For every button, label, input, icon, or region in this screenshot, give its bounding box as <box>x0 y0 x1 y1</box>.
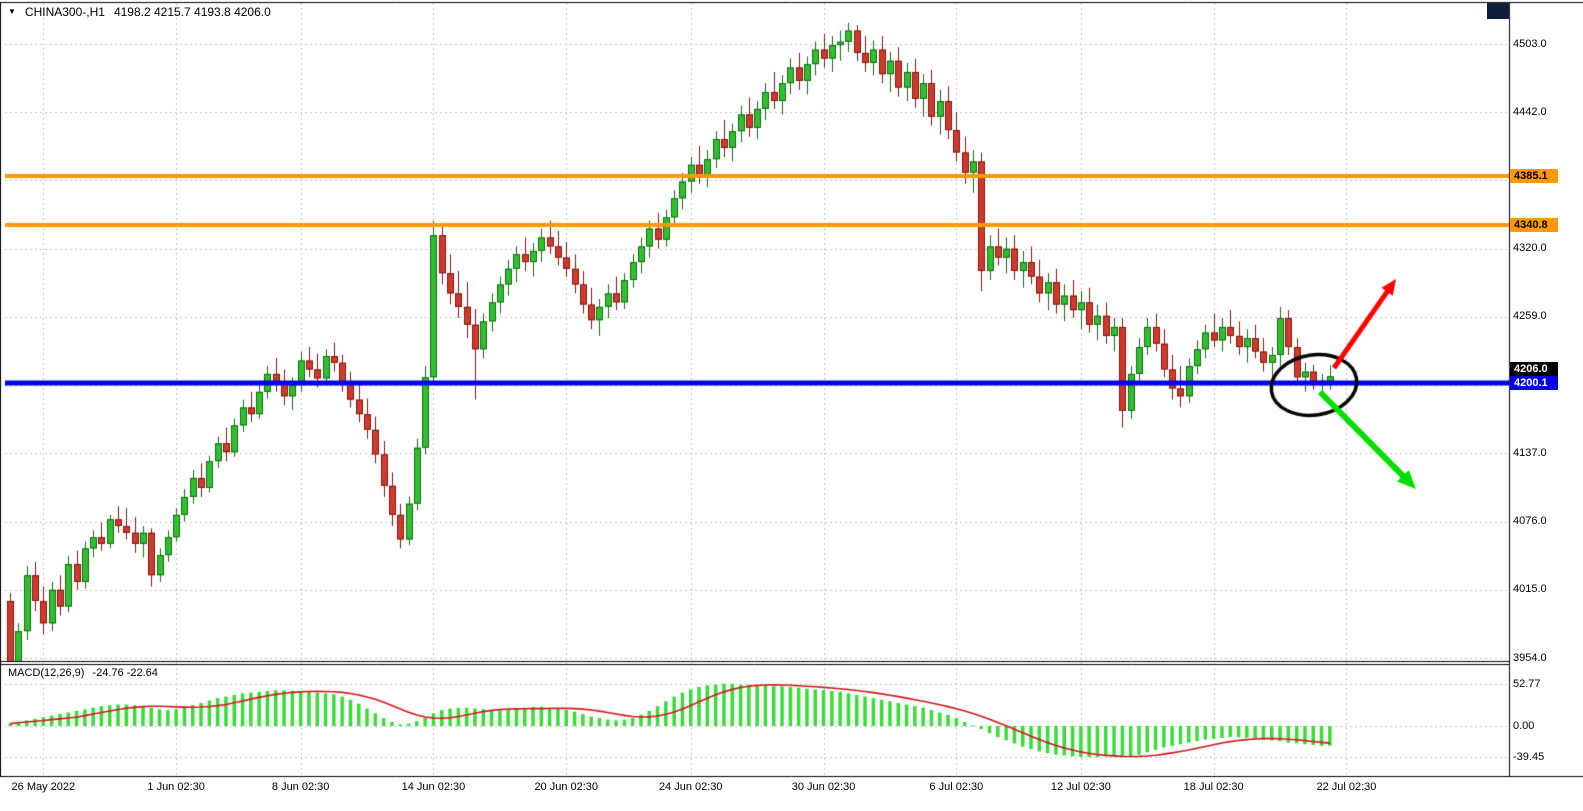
hline-price-label[interactable]: 4385.1 <box>1510 168 1558 183</box>
time-axis-label: 1 Jun 02:30 <box>147 781 205 793</box>
price-tick-label: 4015.0 <box>1513 583 1547 596</box>
time-axis-label: 30 Jun 02:30 <box>791 781 856 793</box>
macd-axis-label: 52.77 <box>1513 677 1541 690</box>
time-axis-label: 26 May 2022 <box>11 781 76 793</box>
macd-indicator-title: MACD(12,26,9) -24.76 -22.64 <box>8 667 158 679</box>
time-axis-label: 8 Jun 02:30 <box>271 781 330 793</box>
time-axis-label: 20 Jun 02:30 <box>534 781 599 793</box>
macd-name-label: MACD(12,26,9) <box>8 667 85 679</box>
time-axis-label: 14 Jun 02:30 <box>401 781 466 793</box>
price-tick-label: 4259.0 <box>1513 310 1547 323</box>
price-tick-label: 4320.0 <box>1513 242 1547 255</box>
chart-title-bar: ▼ CHINA300-,H1 4198.2 4215.7 4193.8 4206… <box>8 5 271 19</box>
time-axis-label: 22 Jul 02:30 <box>1316 781 1377 793</box>
chart-shift-marker[interactable] <box>1487 3 1509 19</box>
hline-price-label[interactable]: 4340.8 <box>1510 218 1558 233</box>
time-axis-label: 18 Jul 02:30 <box>1183 781 1244 793</box>
current-price-label: 4206.0 <box>1510 361 1558 376</box>
price-tick-label: 4503.0 <box>1513 37 1547 50</box>
chart-symbol-label: CHINA300-,H1 <box>24 5 105 19</box>
time-axis-label: 6 Jul 02:30 <box>929 781 984 793</box>
price-tick-label: 4137.0 <box>1513 446 1547 459</box>
hline-price-label[interactable]: 4200.1 <box>1510 375 1558 390</box>
macd-axis-label: -39.45 <box>1513 750 1545 763</box>
price-tick-label: 3954.0 <box>1513 651 1547 664</box>
time-axis-label: 12 Jul 02:30 <box>1050 781 1111 793</box>
price-tick-label: 4442.0 <box>1513 105 1547 118</box>
time-axis-label: 24 Jun 02:30 <box>658 781 723 793</box>
price-tick-label: 4076.0 <box>1513 515 1547 528</box>
macd-axis-label: 0.00 <box>1513 719 1535 732</box>
chart-ohlc-values: 4198.2 4215.7 4193.8 4206.0 <box>113 5 271 19</box>
symbol-dropdown-icon[interactable]: ▼ <box>8 7 16 16</box>
macd-current-values: -24.76 -22.64 <box>92 667 158 679</box>
